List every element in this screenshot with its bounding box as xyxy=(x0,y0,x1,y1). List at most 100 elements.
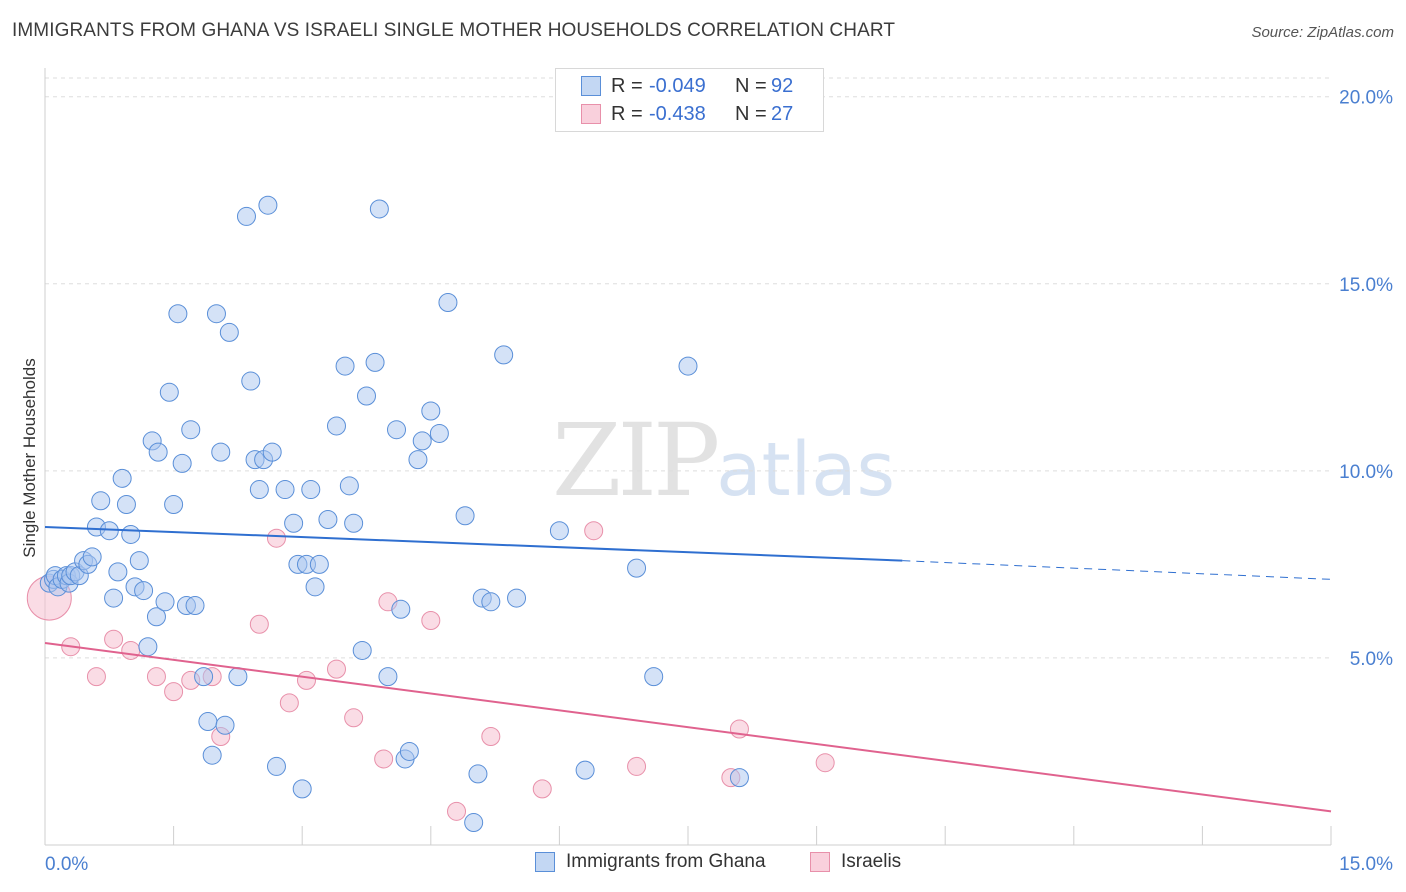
watermark-atlas: atlas xyxy=(716,427,896,513)
bottom-legend-israelis: Israelis xyxy=(810,851,901,873)
ghana-trend-line xyxy=(44,525,903,562)
israelis-point xyxy=(266,528,286,548)
israelis-point xyxy=(326,659,346,679)
ghana-point xyxy=(249,480,269,500)
ghana-point xyxy=(729,768,749,788)
israelis-point xyxy=(374,749,394,769)
bottom-legend-swatch-ghana xyxy=(535,852,555,872)
israelis-point xyxy=(627,756,647,776)
ghana-point xyxy=(202,745,222,765)
israelis-point xyxy=(86,667,106,687)
legend-swatch-ghana xyxy=(581,76,601,96)
ghana-point xyxy=(301,480,321,500)
israelis-point xyxy=(815,753,835,773)
israelis-point xyxy=(344,708,364,728)
y-axis-label: Single Mother Households xyxy=(20,358,39,557)
ghana-point xyxy=(318,509,338,529)
ghana-point xyxy=(399,741,419,761)
ghana-point xyxy=(112,468,132,488)
watermark-zip: ZIP xyxy=(552,402,720,519)
ghana-point xyxy=(148,442,168,462)
ghana-point xyxy=(438,292,458,312)
ghana-point xyxy=(627,558,647,578)
ghana-point xyxy=(236,206,256,226)
ghana-point xyxy=(108,562,128,582)
israelis-point xyxy=(121,640,141,660)
ghana-point xyxy=(206,304,226,324)
israelis-point xyxy=(447,801,467,821)
ghana-point xyxy=(335,356,355,376)
chart-source: Source: ZipAtlas.com xyxy=(1251,24,1394,41)
ghana-point xyxy=(241,371,261,391)
legend-n-label: N = xyxy=(735,74,767,97)
israelis-point xyxy=(164,682,184,702)
israelis-point xyxy=(481,726,501,746)
x-tick-label: 0.0% xyxy=(45,854,88,875)
y-tick-label: 20.0% xyxy=(1339,88,1393,109)
legend-swatch-israelis xyxy=(581,104,601,124)
ghana-point xyxy=(215,715,235,735)
ghana-point xyxy=(284,513,304,533)
ghana-point xyxy=(116,495,136,515)
bottom-legend-label-ghana: Immigrants from Ghana xyxy=(566,851,766,872)
ghana-point xyxy=(468,764,488,784)
israelis-point xyxy=(532,779,552,799)
ghana-point xyxy=(138,637,158,657)
y-tick-label: 5.0% xyxy=(1350,649,1393,670)
ghana-point xyxy=(387,420,407,440)
legend-n-value: 27 xyxy=(771,102,794,125)
ghana-point xyxy=(181,420,201,440)
ghana-point xyxy=(129,551,149,571)
ghana-point xyxy=(134,581,154,601)
legend-n-value: 92 xyxy=(771,74,794,97)
israelis-point xyxy=(421,611,441,631)
ghana-point xyxy=(352,640,372,660)
ghana-point xyxy=(258,195,278,215)
ghana-point xyxy=(575,760,595,780)
ghana-point xyxy=(121,524,141,544)
israelis-point xyxy=(279,693,299,713)
ghana-point xyxy=(678,356,698,376)
ghana-point xyxy=(549,521,569,541)
legend-r-value: -0.438 xyxy=(649,102,706,125)
ghana-point xyxy=(266,756,286,776)
ghana-point xyxy=(228,667,248,687)
ghana-point xyxy=(211,442,231,462)
ghana-point xyxy=(412,431,432,451)
correlation-legend: R = -0.049 N = 92 R = -0.438 N = 27 xyxy=(555,68,824,132)
ghana-point xyxy=(104,588,124,608)
ghana-point xyxy=(369,199,389,219)
ghana-point xyxy=(185,596,205,616)
ghana-point xyxy=(365,352,385,372)
ghana-point xyxy=(507,588,527,608)
zipatlas-watermark: ZIPatlas xyxy=(552,402,895,519)
ghana-point xyxy=(344,513,364,533)
ghana-point xyxy=(391,599,411,619)
bottom-legend-ghana: Immigrants from Ghana xyxy=(535,851,766,873)
x-tick-label: 15.0% xyxy=(1339,854,1393,875)
israelis-point xyxy=(584,521,604,541)
legend-r-label: R = xyxy=(611,74,643,97)
ghana-point xyxy=(198,712,218,732)
ghana-point xyxy=(159,382,179,402)
ghana-point xyxy=(82,547,102,567)
chart-title: IMMIGRANTS FROM GHANA VS ISRAELI SINGLE … xyxy=(12,20,896,41)
ghana-point xyxy=(464,813,484,833)
ghana-point xyxy=(357,386,376,406)
ghana-point xyxy=(292,779,312,799)
ghana-point xyxy=(155,592,175,612)
ghana-point xyxy=(408,450,428,470)
israelis-point xyxy=(296,670,316,690)
ghana-point xyxy=(275,480,295,500)
ghana-point xyxy=(168,304,188,324)
ghana-point xyxy=(455,506,475,526)
israelis-point xyxy=(146,667,166,687)
y-tick-label: 10.0% xyxy=(1339,462,1393,483)
y-tick-label: 15.0% xyxy=(1339,275,1393,296)
israelis-point xyxy=(249,614,269,634)
ghana-point xyxy=(262,442,282,462)
legend-r-label: R = xyxy=(611,102,643,125)
legend-row-ghana: R = -0.049 N = 92 xyxy=(556,72,793,100)
ghana-point xyxy=(172,453,192,473)
